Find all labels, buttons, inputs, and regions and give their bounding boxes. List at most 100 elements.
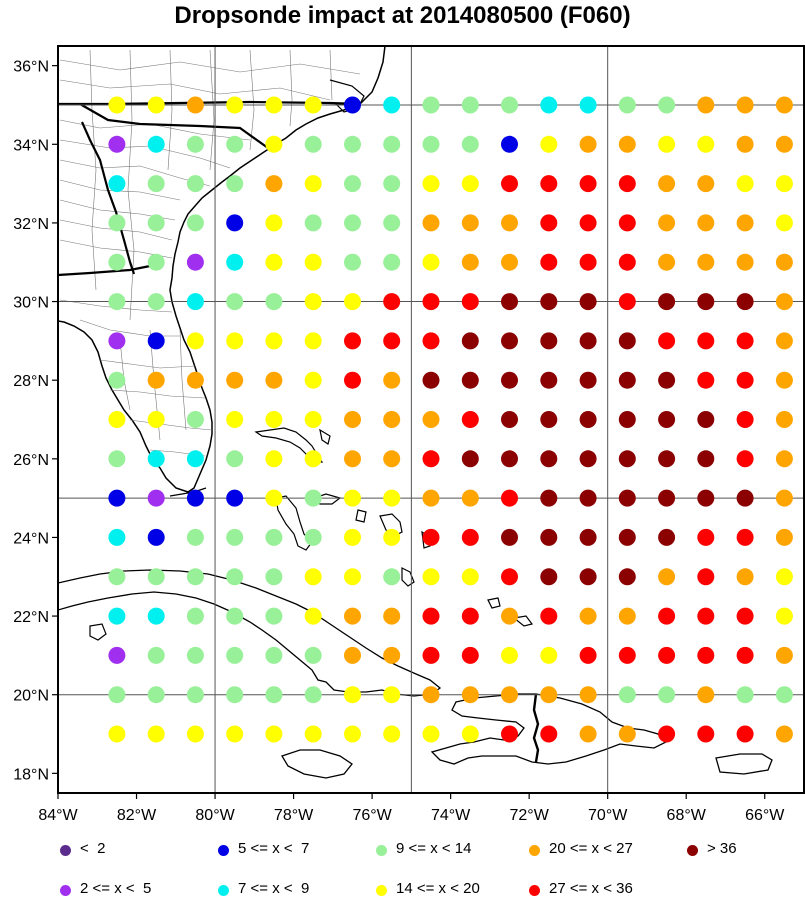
impact-dot xyxy=(775,96,793,114)
lon-tick-label: 82°W xyxy=(117,807,157,824)
impact-dot xyxy=(422,135,440,153)
impact-dot xyxy=(304,96,322,114)
impact-dot xyxy=(147,411,165,428)
impact-dot xyxy=(697,214,715,232)
impact-dot xyxy=(147,686,165,704)
impact-dot xyxy=(501,725,518,743)
impact-dot xyxy=(736,528,754,546)
impact-dot xyxy=(658,332,676,350)
impact-dot xyxy=(579,135,597,153)
impact-dot xyxy=(265,96,283,114)
impact-dot xyxy=(540,96,558,114)
impact-dot xyxy=(108,686,126,704)
impact-dot xyxy=(461,214,479,232)
impact-dot xyxy=(501,332,518,350)
impact-dot xyxy=(579,450,597,468)
lon-tick-label: 72°W xyxy=(510,807,550,824)
impact-dot xyxy=(736,371,754,389)
impact-dot xyxy=(186,371,204,389)
impact-dot xyxy=(501,646,518,664)
impact-dot xyxy=(658,646,676,664)
impact-dot xyxy=(265,332,283,350)
impact-dot xyxy=(736,214,754,232)
impact-dot xyxy=(618,646,636,664)
impact-dot xyxy=(579,293,597,311)
impact-dot xyxy=(226,725,244,743)
impact-dot xyxy=(461,528,479,546)
impact-dot xyxy=(383,96,401,114)
impact-dot xyxy=(579,646,597,664)
impact-dot xyxy=(501,607,518,625)
impact-dot xyxy=(186,568,204,586)
impact-dot xyxy=(697,253,715,271)
axis-ticks: 84°W 82°W 80°W 78°W 76°W 74°W 72°W 70°W 68°W 66°W… xyxy=(13,59,785,824)
legend-swatch xyxy=(60,885,71,896)
impact-dot xyxy=(658,96,676,114)
lon-tick-label: 70°W xyxy=(588,807,628,824)
impact-dot xyxy=(344,135,361,153)
impact-dot xyxy=(736,96,754,114)
impact-dot xyxy=(422,411,440,428)
impact-dot xyxy=(383,332,401,350)
impact-dot xyxy=(736,135,754,153)
lat-tick-label: 20°N xyxy=(13,688,49,705)
impact-dot xyxy=(265,253,283,271)
impact-dot xyxy=(304,332,322,350)
impact-dot xyxy=(461,489,479,507)
impact-dot xyxy=(304,135,322,153)
impact-dot xyxy=(186,607,204,625)
impact-dot xyxy=(775,253,793,271)
impact-dot xyxy=(697,450,715,468)
impact-dot xyxy=(501,135,518,153)
impact-dot xyxy=(658,214,676,232)
impact-dot xyxy=(618,489,636,507)
impact-dot xyxy=(147,293,165,311)
lat-tick-label: 18°N xyxy=(13,766,49,783)
impact-dot xyxy=(775,175,793,193)
impact-dot xyxy=(383,253,401,271)
impact-dot xyxy=(579,371,597,389)
lon-tick-label: 84°W xyxy=(38,807,78,824)
impact-dot xyxy=(697,686,715,704)
legend-swatch xyxy=(60,845,71,856)
impact-dot xyxy=(540,214,558,232)
impact-dot xyxy=(658,371,676,389)
impact-dot xyxy=(344,646,361,664)
impact-dot xyxy=(108,214,126,232)
impact-dot xyxy=(186,528,204,546)
dropsonde-impact-map: 84°W 82°W 80°W 78°W 76°W 74°W 72°W 70°W 68°W 66°W… xyxy=(13,45,805,824)
impact-dot xyxy=(697,528,715,546)
impact-dot xyxy=(697,489,715,507)
impact-dot xyxy=(461,411,479,428)
impact-dot xyxy=(461,450,479,468)
impact-dot xyxy=(383,135,401,153)
impact-dot xyxy=(697,332,715,350)
impact-dot xyxy=(775,450,793,468)
impact-dot xyxy=(579,253,597,271)
impact-dot xyxy=(461,646,479,664)
impact-dot xyxy=(422,686,440,704)
lat-tick-label: 34°N xyxy=(13,137,49,154)
impact-dot xyxy=(186,489,204,507)
impact-dot xyxy=(697,568,715,586)
legend-label: < 2 xyxy=(80,840,106,857)
impact-dot xyxy=(304,568,322,586)
impact-dot xyxy=(147,489,165,507)
impact-dot xyxy=(540,607,558,625)
impact-dot xyxy=(265,568,283,586)
legend-label: 7 <= x < 9 xyxy=(238,880,310,897)
impact-dot xyxy=(579,175,597,193)
impact-dot xyxy=(422,528,440,546)
lon-tick-label: 66°W xyxy=(745,807,785,824)
impact-dot xyxy=(344,96,361,114)
impact-dot xyxy=(108,175,126,193)
impact-dot xyxy=(186,175,204,193)
impact-dot xyxy=(108,450,126,468)
impact-dot xyxy=(697,175,715,193)
impact-dot xyxy=(422,725,440,743)
impact-dot xyxy=(736,332,754,350)
impact-dot xyxy=(383,489,401,507)
impact-dot xyxy=(736,607,754,625)
plot-frame xyxy=(57,45,805,794)
impact-dot xyxy=(540,371,558,389)
